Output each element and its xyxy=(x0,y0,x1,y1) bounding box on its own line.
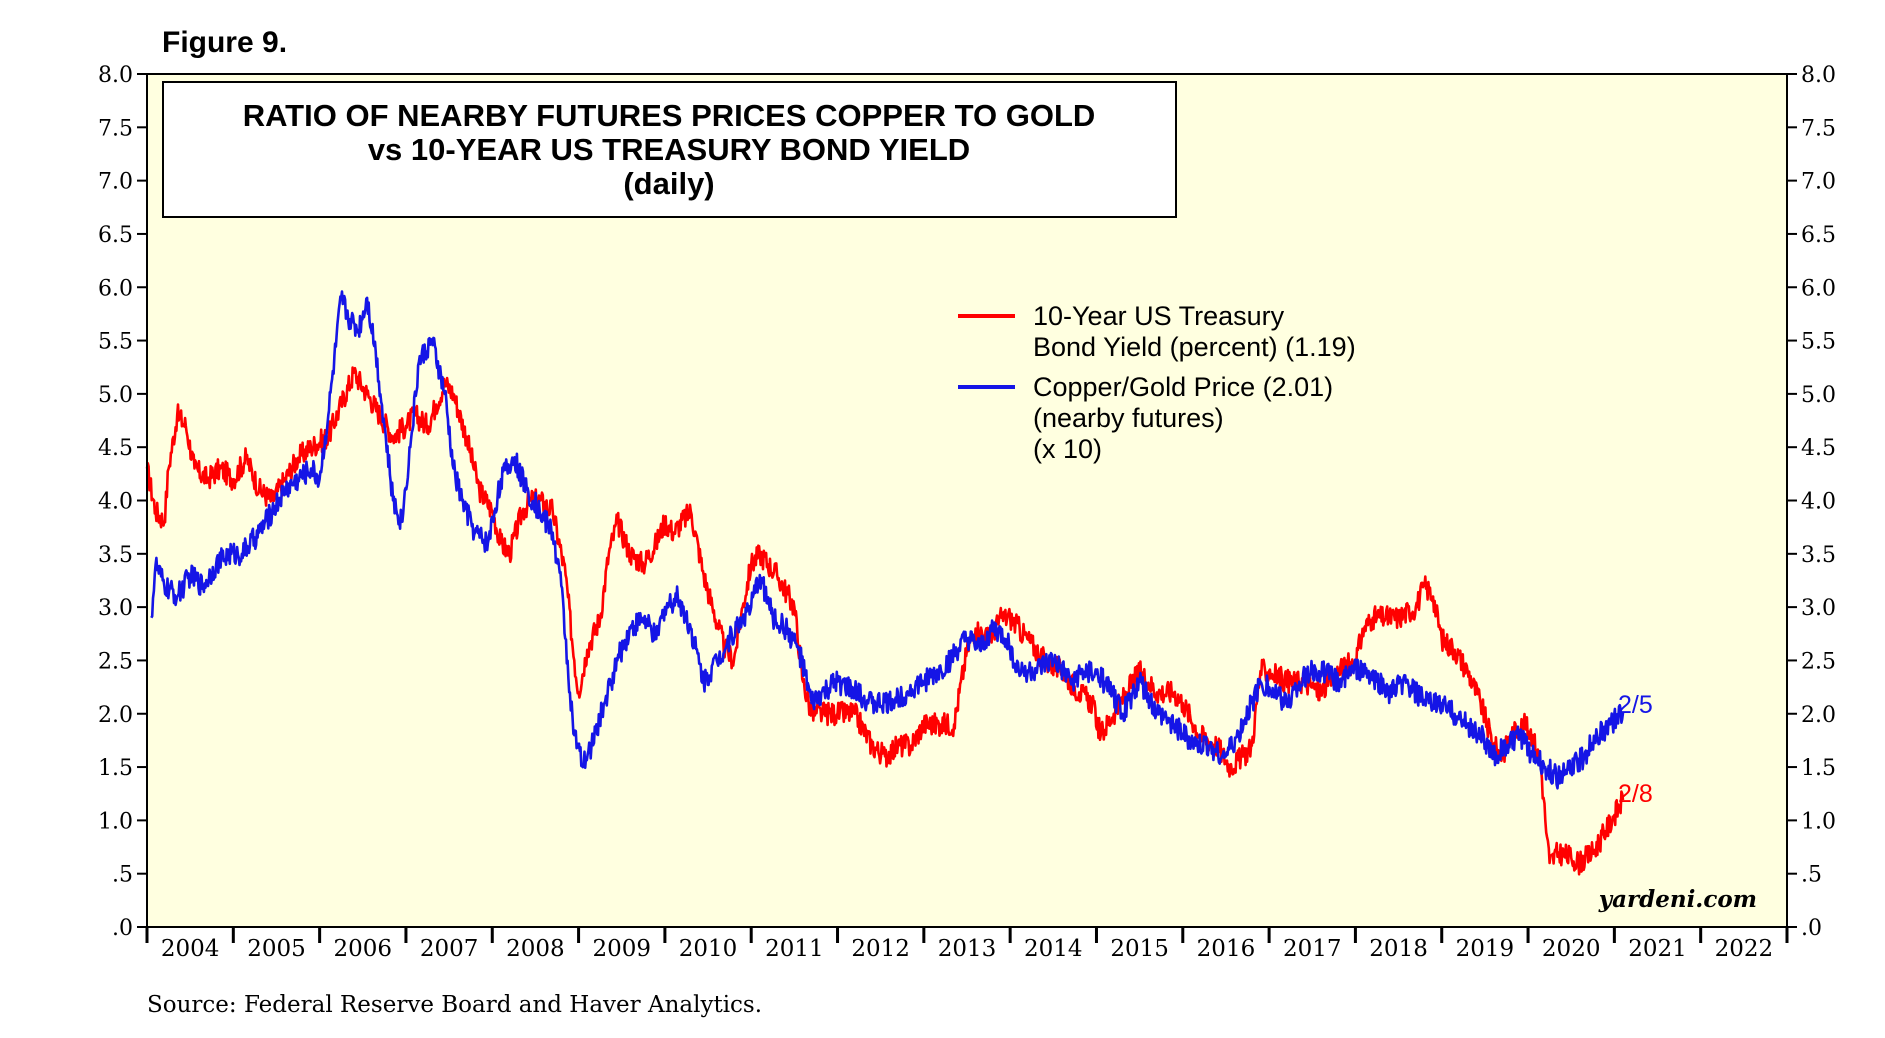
chart-title-line-2: vs 10-YEAR US TREASURY BOND YIELD xyxy=(368,132,970,167)
y-tick-label-right: 3.0 xyxy=(1801,596,1836,621)
axes-layer: .0 .0 .5 .5 1.0 1.0 1.5 1.5 2.0 2.0 2.5 2.5 3.0 3.0 3.… xyxy=(98,63,1836,962)
y-tick-label-left: 6.5 xyxy=(98,223,133,248)
source-note: Source: Federal Reserve Board and Haver … xyxy=(147,992,762,1018)
y-tick-label-left: 3.0 xyxy=(98,596,133,621)
y-tick-label-left: 1.5 xyxy=(98,756,133,781)
y-tick-label-left: .5 xyxy=(112,863,133,888)
x-tick-label: 2021 xyxy=(1628,936,1687,962)
y-tick-label-left: 3.5 xyxy=(98,543,133,568)
y-tick-label-right: 4.0 xyxy=(1801,490,1836,515)
x-tick-label: 2022 xyxy=(1715,936,1774,962)
y-tick-label-right: 8.0 xyxy=(1801,63,1836,88)
x-tick-label: 2005 xyxy=(247,936,306,962)
y-tick-label-right: 7.5 xyxy=(1801,116,1836,141)
y-tick-label-left: 5.0 xyxy=(98,383,133,408)
x-tick-label: 2009 xyxy=(592,936,651,962)
x-tick-label: 2012 xyxy=(851,936,910,962)
legend-yield-label-1: 10-Year US Treasury xyxy=(1033,301,1285,331)
x-tick-label: 2010 xyxy=(679,936,738,962)
x-tick-label: 2008 xyxy=(506,936,565,962)
legend-copper-label-2: (nearby futures) xyxy=(1033,403,1224,433)
legend-copper-label-1: Copper/Gold Price (2.01) xyxy=(1033,372,1333,402)
legend-copper-label-3: (x 10) xyxy=(1033,434,1102,464)
x-tick-label: 2013 xyxy=(938,936,997,962)
y-tick-label-left: 8.0 xyxy=(98,63,133,88)
y-tick-label-right: 3.5 xyxy=(1801,543,1836,568)
y-tick-label-right: 2.5 xyxy=(1801,649,1836,674)
x-tick-label: 2015 xyxy=(1110,936,1169,962)
y-tick-label-left: 4.5 xyxy=(98,436,133,461)
figure-label: Figure 9. xyxy=(162,26,287,59)
yield-end-date-label: 2/8 xyxy=(1618,780,1653,808)
y-tick-label-left: 7.0 xyxy=(98,170,133,195)
x-tick-label: 2019 xyxy=(1456,936,1515,962)
copper-end-date-label: 2/5 xyxy=(1618,691,1653,719)
x-tick-label: 2006 xyxy=(334,936,393,962)
x-tick-label: 2014 xyxy=(1024,936,1083,962)
y-tick-label-right: 2.0 xyxy=(1801,703,1836,728)
y-tick-label-left: .0 xyxy=(112,916,133,941)
x-tick-label: 2016 xyxy=(1197,936,1256,962)
series-line-yield xyxy=(145,366,1625,876)
y-tick-label-left: 2.0 xyxy=(98,703,133,728)
y-tick-label-right: .0 xyxy=(1801,916,1822,941)
y-tick-label-right: .5 xyxy=(1801,863,1822,888)
y-tick-label-left: 7.5 xyxy=(98,116,133,141)
x-tick-label: 2017 xyxy=(1283,936,1342,962)
y-tick-label-right: 1.5 xyxy=(1801,756,1836,781)
x-tick-label: 2007 xyxy=(420,936,479,962)
y-tick-label-left: 6.0 xyxy=(98,276,133,301)
x-tick-label: 2011 xyxy=(765,936,824,962)
series-line-copper-gold xyxy=(150,290,1625,790)
x-tick-label: 2020 xyxy=(1542,936,1601,962)
legend-yield-label-2: Bond Yield (percent) (1.19) xyxy=(1033,332,1356,362)
y-tick-label-right: 7.0 xyxy=(1801,170,1836,195)
chart-title-box: RATIO OF NEARBY FUTURES PRICES COPPER TO… xyxy=(162,81,1177,218)
y-tick-label-left: 2.5 xyxy=(98,649,133,674)
chart-title-line-3: (daily) xyxy=(623,166,714,201)
y-tick-label-right: 4.5 xyxy=(1801,436,1836,461)
y-tick-label-right: 5.0 xyxy=(1801,383,1836,408)
title-box-frame xyxy=(162,81,1177,218)
x-tick-label: 2018 xyxy=(1369,936,1428,962)
series-layer xyxy=(145,290,1625,876)
y-tick-label-right: 1.0 xyxy=(1801,809,1836,834)
y-tick-label-left: 5.5 xyxy=(98,330,133,355)
legend: 10-Year US Treasury Bond Yield (percent)… xyxy=(958,301,1356,464)
y-tick-label-right: 5.5 xyxy=(1801,330,1836,355)
y-tick-label-right: 6.0 xyxy=(1801,276,1836,301)
y-tick-label-left: 1.0 xyxy=(98,809,133,834)
x-tick-label: 2004 xyxy=(161,936,220,962)
y-tick-label-left: 4.0 xyxy=(98,490,133,515)
y-tick-label-right: 6.5 xyxy=(1801,223,1836,248)
watermark: yardeni.com xyxy=(1598,886,1757,913)
chart-title-line-1: RATIO OF NEARBY FUTURES PRICES COPPER TO… xyxy=(243,98,1096,133)
